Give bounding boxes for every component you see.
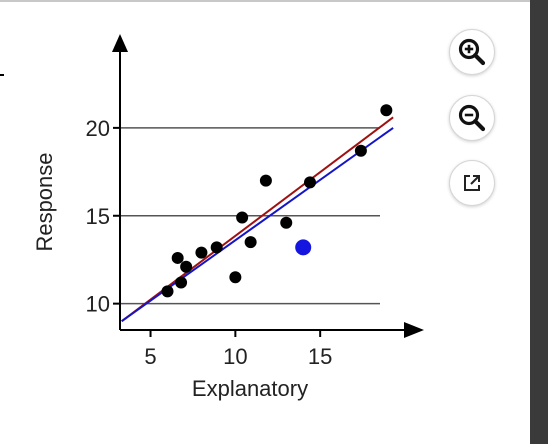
x-tick-label-10: 10: [223, 344, 247, 369]
data-point-12: [304, 176, 316, 189]
data-point-1: [161, 285, 174, 298]
scatter-chart: 10 15 20 5 10 15 Explanatory Response: [32, 34, 424, 401]
x-tick-label-15: 15: [308, 344, 332, 369]
zoom-out-button[interactable]: [449, 95, 495, 141]
x-tick-label-5: 5: [144, 344, 156, 369]
y-tick-label-20: 20: [86, 116, 110, 141]
data-point-14: [380, 104, 393, 117]
data-point-13: [354, 144, 367, 157]
x-axis-label: Explanatory: [192, 376, 308, 401]
axes: [112, 34, 424, 338]
data-point-3: [171, 251, 184, 264]
y-axis-arrow: [112, 34, 128, 52]
y-tick-label-15: 15: [86, 204, 110, 229]
zoom-in-button[interactable]: [449, 29, 495, 75]
data-point-7: [229, 271, 242, 284]
data-point-11: [280, 216, 293, 229]
y-tick-label-10: 10: [86, 292, 110, 317]
zoom-out-icon: [458, 104, 486, 132]
data-point-4: [180, 260, 193, 273]
data-points: [161, 104, 393, 298]
top-divider: [0, 0, 530, 2]
data-point-6: [210, 241, 223, 254]
data-point-2: [175, 276, 188, 289]
popout-button[interactable]: [449, 160, 495, 206]
margin-mark: [0, 74, 4, 76]
data-point-5: [195, 246, 208, 259]
data-point-10: [259, 174, 272, 187]
gridlines: [120, 127, 380, 305]
data-point-8: [236, 211, 249, 224]
highlighted-point: [295, 239, 312, 256]
external-link-icon: [464, 175, 480, 191]
zoom-in-icon: [458, 38, 486, 66]
y-axis-label: Response: [32, 152, 57, 251]
scrollbar-track[interactable]: [530, 0, 548, 444]
tick-labels: 10 15 20 5 10 15: [86, 116, 333, 369]
data-point-9: [244, 236, 257, 249]
x-axis-arrow: [404, 322, 424, 338]
